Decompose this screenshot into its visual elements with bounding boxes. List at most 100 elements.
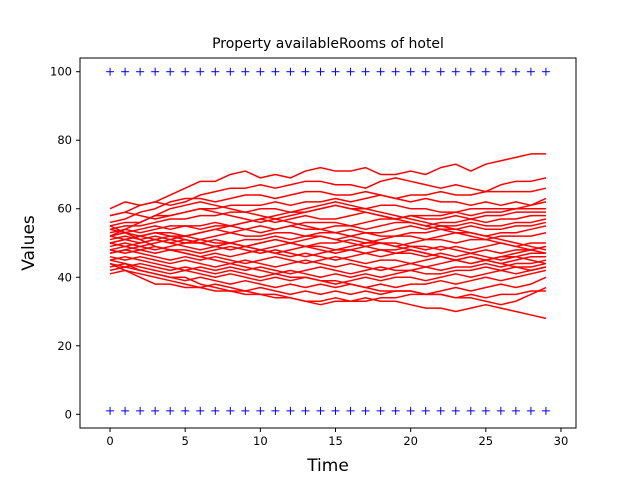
bound-marker xyxy=(286,406,295,415)
bound-marker xyxy=(496,406,505,415)
series-line-26 xyxy=(109,228,547,272)
bound-marker xyxy=(481,406,490,415)
bound-marker xyxy=(256,406,265,415)
bound-marker xyxy=(406,406,415,415)
bound-marker xyxy=(346,406,355,415)
series-line-2 xyxy=(109,177,547,217)
series-line-17 xyxy=(109,255,547,275)
y-tick-label: 80 xyxy=(57,133,72,147)
bound-marker xyxy=(226,67,235,76)
bound-marker xyxy=(316,406,325,415)
y-ticks: 0 20 40 60 80 100 xyxy=(50,65,80,421)
series-line-7 xyxy=(109,211,546,237)
y-axis-label: Values xyxy=(19,215,39,271)
bound-marker xyxy=(361,406,370,415)
series-line-12 xyxy=(109,231,547,255)
bound-marker xyxy=(241,406,250,415)
x-tick-label: 0 xyxy=(106,434,113,448)
series-line-18 xyxy=(109,262,547,279)
bound-marker xyxy=(166,406,175,415)
bound-markers-layer xyxy=(106,67,550,415)
bound-marker xyxy=(526,406,535,415)
bound-marker xyxy=(151,67,160,76)
bound-marker xyxy=(271,406,280,415)
y-tick-label: 0 xyxy=(65,407,72,421)
bound-marker xyxy=(241,67,250,76)
bound-marker xyxy=(376,406,385,415)
bound-marker xyxy=(346,67,355,76)
bound-marker xyxy=(121,406,130,415)
bound-marker xyxy=(451,406,460,415)
series-line-28 xyxy=(109,201,547,255)
series-line-23 xyxy=(109,259,547,320)
series-line-11 xyxy=(109,225,547,248)
x-tick-label: 30 xyxy=(554,434,569,448)
bound-marker xyxy=(481,67,490,76)
series-line-27 xyxy=(109,204,547,255)
bound-marker xyxy=(331,406,340,415)
bound-marker xyxy=(256,67,265,76)
bound-marker xyxy=(106,67,115,76)
series-layer xyxy=(109,153,547,320)
bound-marker xyxy=(136,67,145,76)
bound-marker xyxy=(196,406,205,415)
bound-marker xyxy=(286,67,295,76)
bound-marker xyxy=(421,406,430,415)
bound-marker xyxy=(106,406,115,415)
bound-marker xyxy=(136,406,145,415)
bound-marker xyxy=(451,67,460,76)
bound-marker xyxy=(511,406,520,415)
series-line-22 xyxy=(109,262,546,302)
bound-marker xyxy=(211,406,220,415)
x-axis-label: Time xyxy=(306,456,349,476)
bound-marker xyxy=(391,67,400,76)
bound-marker xyxy=(436,406,445,415)
series-line-24 xyxy=(109,225,547,306)
y-tick-label: 40 xyxy=(57,270,72,284)
bound-marker xyxy=(436,67,445,76)
bound-marker xyxy=(121,67,130,76)
bound-marker xyxy=(271,67,280,76)
y-tick-label: 100 xyxy=(50,65,72,79)
bound-marker xyxy=(466,406,475,415)
bound-marker xyxy=(496,67,505,76)
plot-area-frame xyxy=(79,57,577,429)
bound-marker xyxy=(301,67,310,76)
bound-marker xyxy=(196,67,205,76)
x-tick-label: 25 xyxy=(478,434,493,448)
series-line-20 xyxy=(109,266,547,289)
bound-marker xyxy=(406,67,415,76)
bound-marker xyxy=(331,67,340,76)
bound-marker xyxy=(211,67,220,76)
bound-marker xyxy=(421,67,430,76)
bound-marker xyxy=(181,67,190,76)
series-line-3 xyxy=(109,187,547,224)
x-tick-label: 5 xyxy=(182,434,189,448)
series-line-19 xyxy=(109,262,547,285)
series-line-1 xyxy=(109,153,546,210)
chart-title: Property availableRooms of hotel xyxy=(212,36,444,52)
series-line-25 xyxy=(109,238,547,265)
bound-marker xyxy=(151,406,160,415)
x-ticks: 0 5 10 15 20 25 30 xyxy=(106,428,568,448)
bound-marker xyxy=(541,67,550,76)
bound-marker xyxy=(166,67,175,76)
bound-marker xyxy=(541,406,550,415)
bound-marker xyxy=(526,67,535,76)
bound-marker xyxy=(361,67,370,76)
x-tick-label: 20 xyxy=(403,434,418,448)
y-tick-label: 60 xyxy=(57,202,72,216)
x-tick-label: 10 xyxy=(253,434,268,448)
bound-marker xyxy=(226,406,235,415)
y-tick-label: 20 xyxy=(57,339,72,353)
bound-marker xyxy=(391,406,400,415)
bound-marker xyxy=(181,406,190,415)
x-tick-label: 15 xyxy=(328,434,343,448)
bound-marker xyxy=(316,67,325,76)
bound-marker xyxy=(301,406,310,415)
bound-marker xyxy=(466,67,475,76)
series-line-21 xyxy=(109,269,547,296)
bound-marker xyxy=(376,67,385,76)
series-line-29 xyxy=(109,201,547,265)
